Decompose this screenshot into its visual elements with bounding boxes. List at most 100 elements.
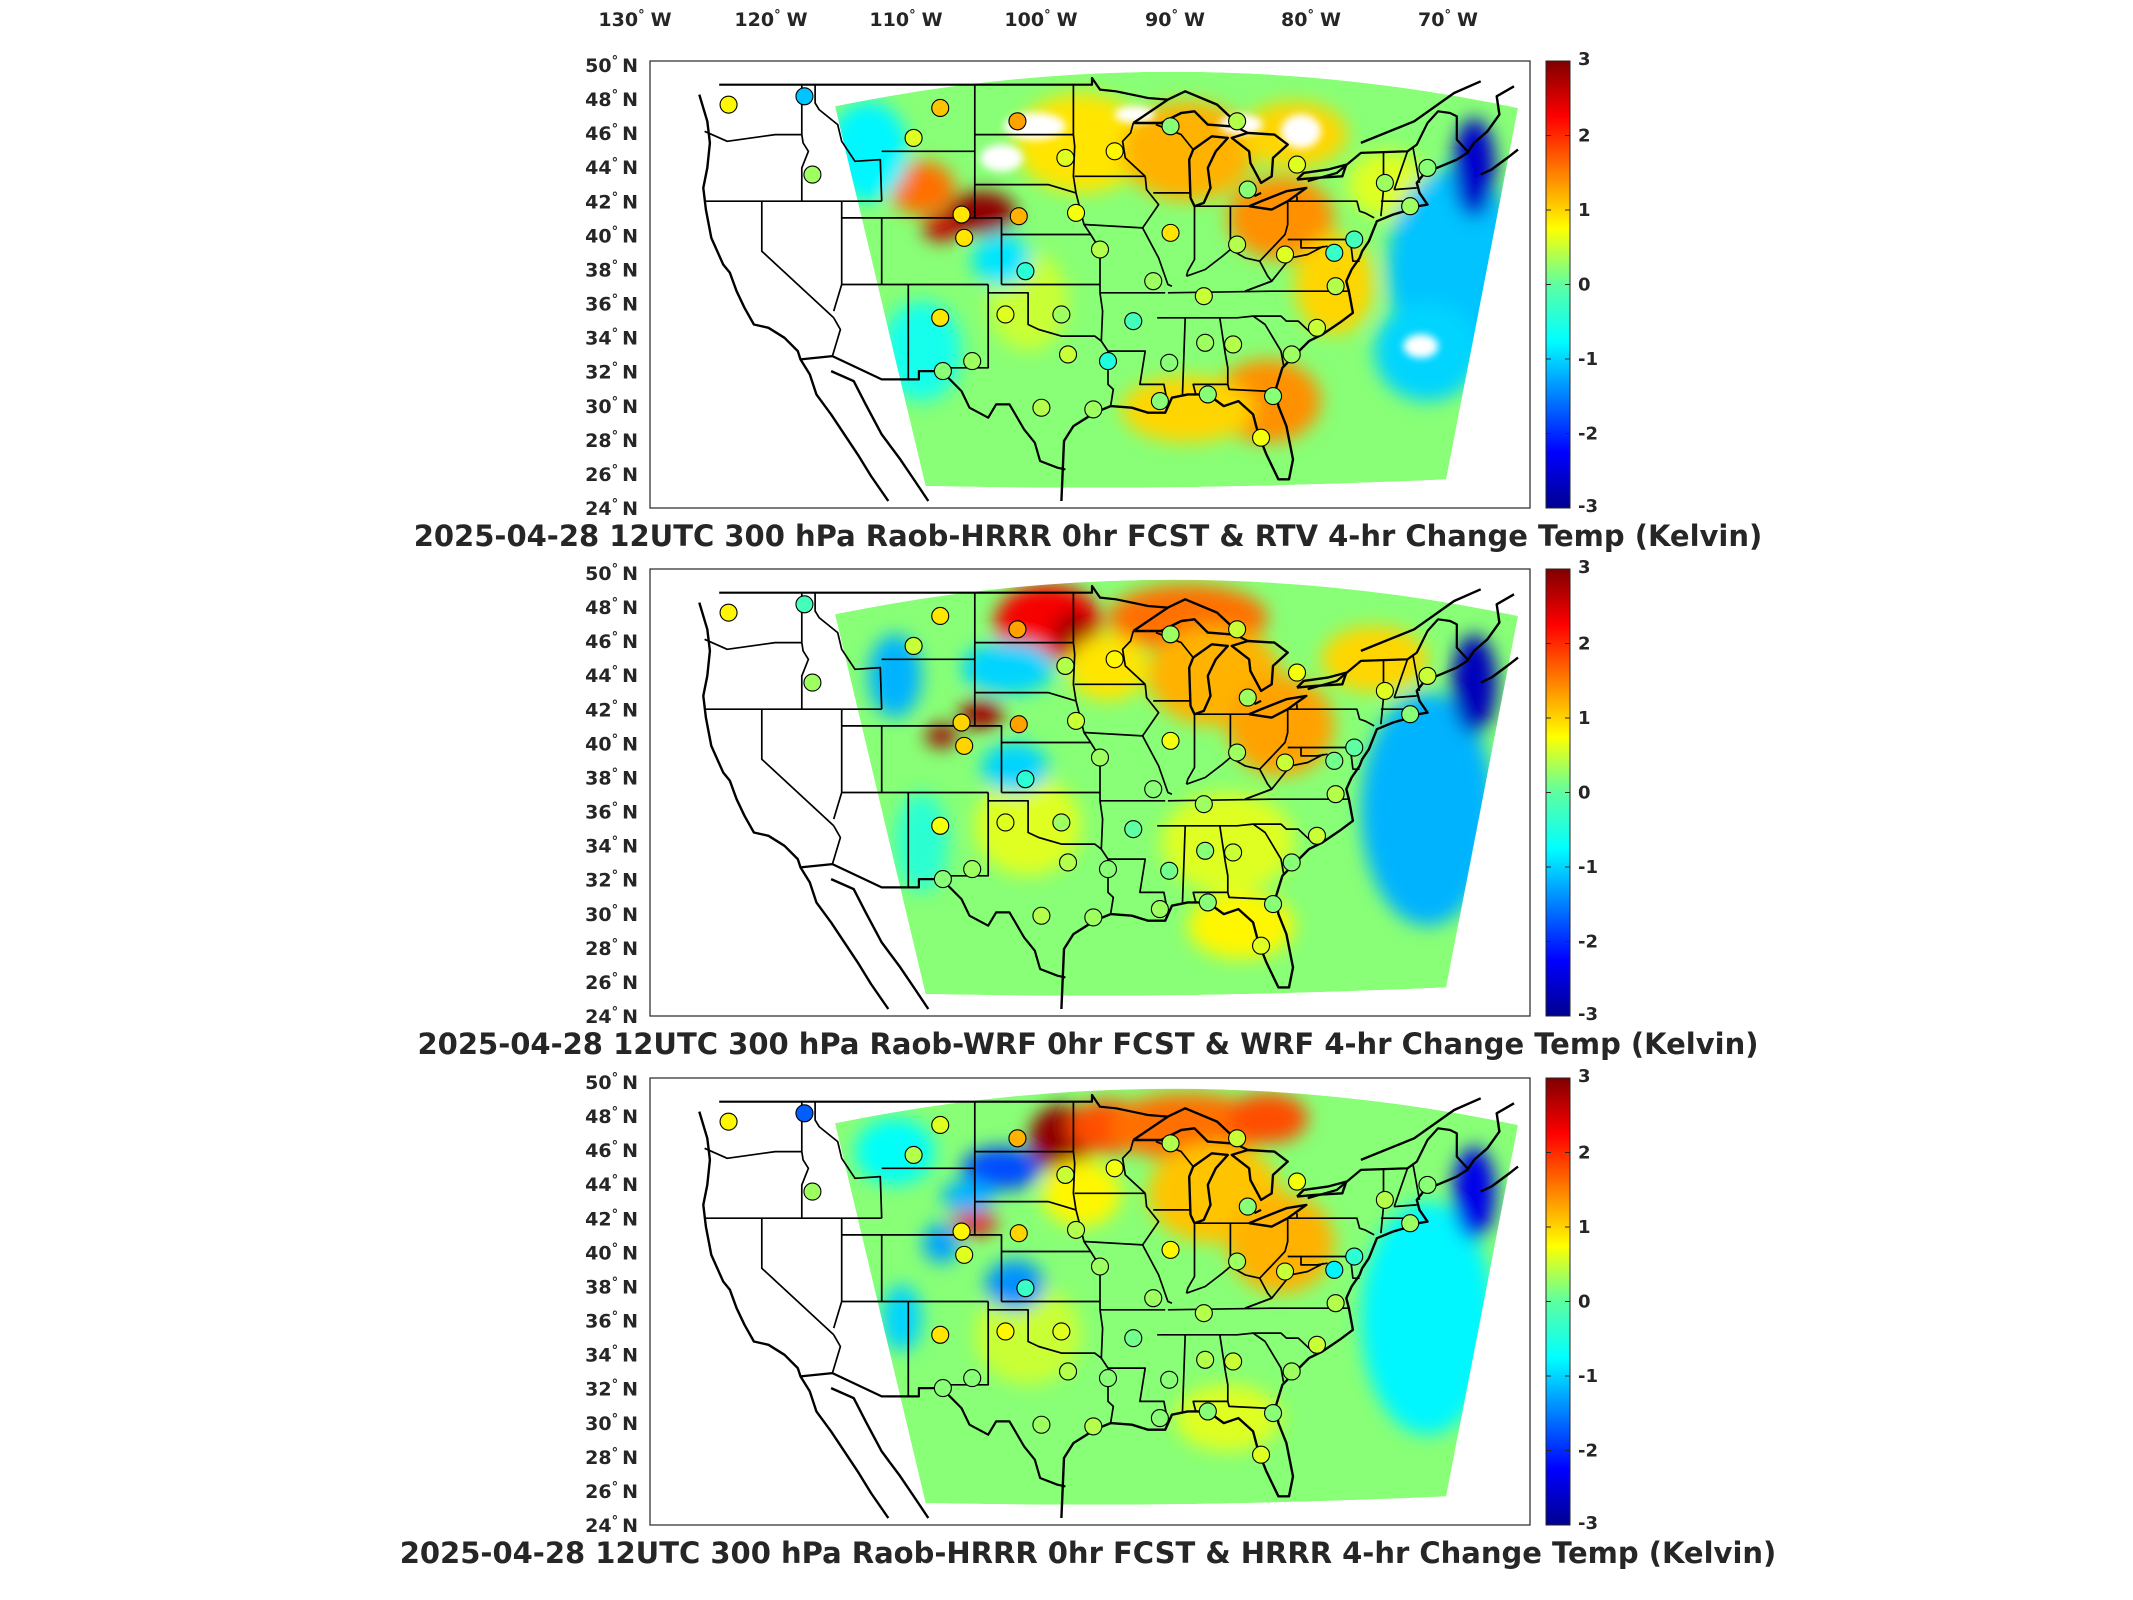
raob-station-marker [1275,1262,1295,1281]
colorbar-tick-label: 0 [1578,275,1591,296]
raob-station-marker [952,713,971,732]
raob-station-marker [933,870,952,889]
colorbar-tick-label: -3 [1578,496,1598,517]
raob-station-marker [1325,1260,1344,1279]
state-border [1297,708,1375,727]
raob-station-marker [1056,656,1075,675]
state-border [814,1101,883,1219]
longitude-label: 120° W [734,8,807,31]
state-border [1072,592,1077,702]
state-border [1393,659,1409,698]
raob-station-marker [1105,142,1124,161]
raob-station-marker [1032,906,1051,925]
colorbar-tick-label: -1 [1578,349,1598,370]
latitude-label: 48° N [585,1105,638,1128]
state-border [1083,1240,1143,1246]
state-border [1394,1204,1417,1208]
raob-station-marker [1326,277,1345,296]
raob-station-marker [1418,1175,1437,1194]
raob-station-marker [1150,900,1169,919]
raob-station-marker [1052,813,1071,832]
map-panel: 50° N 48° N 46° N 44° N 42° N 40° N 38° N 36° N 34° N 32° N… [417,557,1758,1061]
missing-data-patch [1280,114,1322,149]
colorbar-tick-label: 0 [1578,783,1591,804]
latitude-label: 34° N [585,1344,638,1367]
raob-station-marker [795,87,814,106]
latitude-label: 24° N [585,1005,638,1028]
raob-station-marker [1032,398,1051,417]
state-border [1394,695,1417,699]
longitude-label: 90° W [1145,8,1205,31]
latitude-label: 28° N [585,1446,638,1469]
longitude-label: 80° W [1281,8,1341,31]
raob-station-marker [1401,705,1420,724]
state-border [760,201,835,319]
colorbar-tick-label: 3 [1578,1066,1591,1087]
state-border [1157,823,1315,845]
field-anomaly [985,1259,1045,1310]
coastline [1480,656,1519,684]
state-border [974,1200,1077,1211]
raob-station-marker [996,1322,1015,1341]
map-panel: 50° N 48° N 46° N 44° N 42° N 40° N 38° N 36° N 34° N 32° N… [400,1066,1777,1570]
colorbar: 3 2 1 0 -1 -2 -3 [1545,1066,1598,1534]
field-anomaly [1068,634,1148,701]
raob-station-marker [1066,1220,1086,1239]
colorbar-tick-label: -1 [1578,857,1598,878]
coastline [1060,85,1515,502]
raob-station-marker [1098,860,1118,879]
raob-station-marker [955,228,974,247]
raob-station-marker [1090,240,1110,259]
colorbar-tick-label: 2 [1578,126,1591,147]
state-border [1411,146,1421,184]
raob-station-marker [904,128,923,147]
state-border [814,84,883,202]
field-anomaly [1452,117,1496,218]
latitude-label: 50° N [585,54,638,77]
latitude-label: 42° N [585,190,638,213]
latitude-label: 46° N [585,1139,638,1162]
field-anomaly [946,191,1017,235]
field-anomaly [1451,634,1497,735]
state-border [1252,315,1285,367]
state-border [760,1218,835,1336]
longitude-label: 110° W [869,8,942,31]
raob-station-marker [1228,743,1247,762]
raob-station-marker [1224,335,1243,354]
raob-station-marker [1032,1415,1051,1434]
state-border [1157,315,1315,337]
state-border [1186,248,1273,292]
latitude-label: 30° N [585,1412,638,1435]
raob-station-marker [1124,820,1143,839]
state-border [760,709,835,827]
country-border [1253,699,1262,706]
raob-station-marker [1228,1129,1247,1148]
coastline [1360,80,1482,145]
coastline [698,94,890,502]
raob-station-marker [1325,751,1344,770]
raob-station-marker [1198,1402,1217,1421]
field-anomaly [961,1146,1042,1190]
latitude-label: 40° N [585,224,638,247]
missing-data-patch [1403,334,1439,359]
raob-station-marker [719,1112,738,1131]
map-outlines [698,584,1519,1010]
latitude-label: 42° N [585,1207,638,1230]
state-border [800,84,810,202]
colorbar: 3 2 1 0 -1 -2 -3 [1545,49,1598,517]
raob-station-marker [1418,158,1437,177]
raob-station-marker [1084,908,1103,927]
raob-station-marker [1224,843,1243,862]
state-border [1181,317,1187,395]
coastline [1480,148,1519,176]
raob-station-marker [952,1222,971,1241]
latitude-label: 50° N [585,1071,638,1094]
latitude-label: 30° N [585,903,638,926]
raob-station-marker [1282,1362,1301,1381]
latitude-label: 36° N [585,1310,638,1333]
raob-station-marker [963,1369,982,1388]
raob-station-marker [1224,1352,1243,1371]
coastline [830,370,930,502]
raob-station-marker [1161,117,1180,136]
longitude-labels: 130° W 120° W 110° W 100° W 90° W 80° W 70° W [598,8,1478,31]
